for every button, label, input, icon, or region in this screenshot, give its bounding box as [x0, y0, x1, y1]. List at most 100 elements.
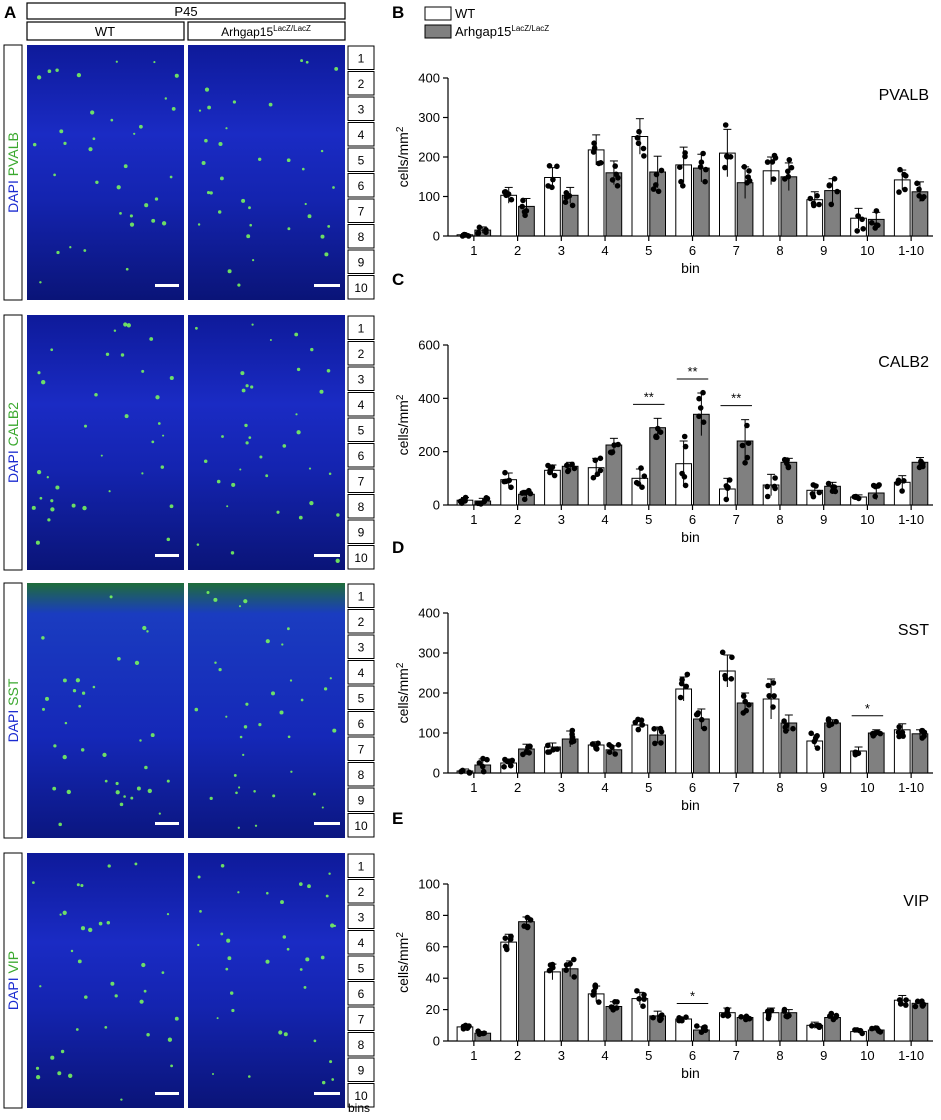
data-point: [550, 176, 556, 183]
bin-number: 6: [358, 717, 365, 731]
bin-number: 8: [358, 1038, 365, 1052]
bin-box-9: [347, 249, 375, 274]
data-point: [545, 462, 551, 469]
data-point: [481, 1030, 488, 1036]
data-point: [641, 996, 647, 1002]
data-point: [565, 467, 572, 474]
data-point: [606, 749, 613, 755]
data-point: [724, 1006, 731, 1013]
bins-label: bins: [348, 1101, 370, 1115]
bin-box-3: [347, 634, 375, 659]
data-point: [677, 164, 683, 170]
data-point: [698, 716, 705, 723]
data-point: [653, 171, 660, 178]
x-tick-label: 1-10: [898, 780, 924, 795]
y-tick-label: 200: [418, 444, 440, 459]
data-point: [744, 422, 750, 429]
data-point: [825, 480, 832, 487]
y-tick-label: 400: [418, 71, 440, 86]
marker-label: PVALB: [5, 132, 21, 176]
data-point: [807, 195, 814, 202]
data-point: [771, 693, 777, 699]
data-point: [826, 722, 832, 729]
data-point: [728, 676, 735, 682]
bin-number: 9: [358, 255, 365, 269]
micrograph-row-pvalb: DAPI PVALB 1 2 3 4 5 6 7 8 9 10: [3, 44, 375, 301]
data-point: [783, 728, 789, 734]
bin-box-2: [347, 341, 375, 366]
data-point: [723, 483, 730, 489]
labeled-cells: [32, 862, 337, 1101]
x-tick-label: 4: [601, 512, 608, 527]
x-tick-label: 1-10: [898, 512, 924, 527]
data-point: [476, 760, 483, 766]
data-point: [921, 729, 928, 736]
data-point: [877, 730, 884, 737]
x-tick-label: 5: [645, 512, 652, 527]
data-point: [479, 763, 486, 770]
micrograph-row-calb2: DAPI CALB2 1 2 3 4 5 6 7 8 9 10: [3, 314, 375, 571]
significance-label: *: [690, 988, 695, 1003]
bin-box-9: [347, 1057, 375, 1082]
micrograph-mutant: [188, 315, 345, 570]
data-point: [658, 167, 665, 174]
data-point: [808, 730, 814, 737]
scale-bar: [314, 554, 340, 557]
x-tick-label: 10: [860, 780, 874, 795]
bin-number: 5: [358, 423, 365, 437]
bin-box-5: [347, 417, 375, 442]
data-point: [811, 738, 818, 745]
chart-title: PVALB: [879, 87, 929, 104]
data-point: [744, 454, 751, 461]
data-point: [546, 163, 553, 169]
bin-box-7: [347, 468, 375, 493]
data-point: [916, 464, 923, 471]
data-point: [659, 1012, 665, 1018]
age-header-box: [26, 2, 346, 20]
bin-number: 8: [358, 500, 365, 514]
data-point: [519, 203, 525, 210]
x-tick-label: 6: [689, 243, 696, 258]
data-point: [854, 228, 860, 234]
y-tick-label: 60: [426, 939, 440, 954]
data-point: [700, 389, 706, 396]
x-tick-label: 5: [645, 1048, 652, 1063]
bin-number: 8: [358, 768, 365, 782]
legend-swatch-mutant: [424, 24, 452, 39]
legend: WT Arhgap15LacZ/LacZ: [424, 6, 549, 39]
data-point: [466, 769, 473, 776]
data-point: [914, 998, 921, 1005]
x-tick-label: 10: [860, 1048, 874, 1063]
marker-label: SST: [5, 678, 21, 706]
x-tick-label: 8: [776, 512, 783, 527]
data-point: [570, 738, 577, 744]
bin-number: 1: [358, 321, 365, 335]
micrograph-wt: [27, 45, 184, 300]
data-point: [700, 419, 707, 426]
data-point: [683, 683, 689, 690]
data-point: [562, 199, 569, 205]
x-tick-label: 3: [558, 243, 565, 258]
bin-box-10: [347, 813, 375, 838]
data-point: [729, 654, 735, 661]
data-point: [609, 744, 615, 750]
bin-number: 10: [354, 551, 368, 565]
x-tick-label: 4: [601, 780, 608, 795]
micrograph-wt: [27, 583, 184, 838]
data-point: [816, 489, 823, 496]
x-tick-label: 7: [733, 512, 740, 527]
bin-box-4: [347, 930, 375, 955]
series-wt: [456, 649, 911, 776]
data-point: [872, 493, 878, 500]
data-point: [475, 500, 481, 507]
data-point: [832, 488, 839, 495]
data-point: [897, 1001, 904, 1007]
bin-number: 9: [358, 525, 365, 539]
y-tick-label: 300: [418, 646, 440, 661]
age-label: P45: [174, 4, 197, 19]
row-label-box: [3, 582, 23, 839]
bin-box-4: [347, 122, 375, 147]
bar: [675, 688, 692, 774]
row-label-box: [3, 314, 23, 571]
panel-a-micrographs: A P45 WT Arhgap15LacZ/LacZ DAPI PVALB 1 2 3…: [3, 2, 375, 1115]
